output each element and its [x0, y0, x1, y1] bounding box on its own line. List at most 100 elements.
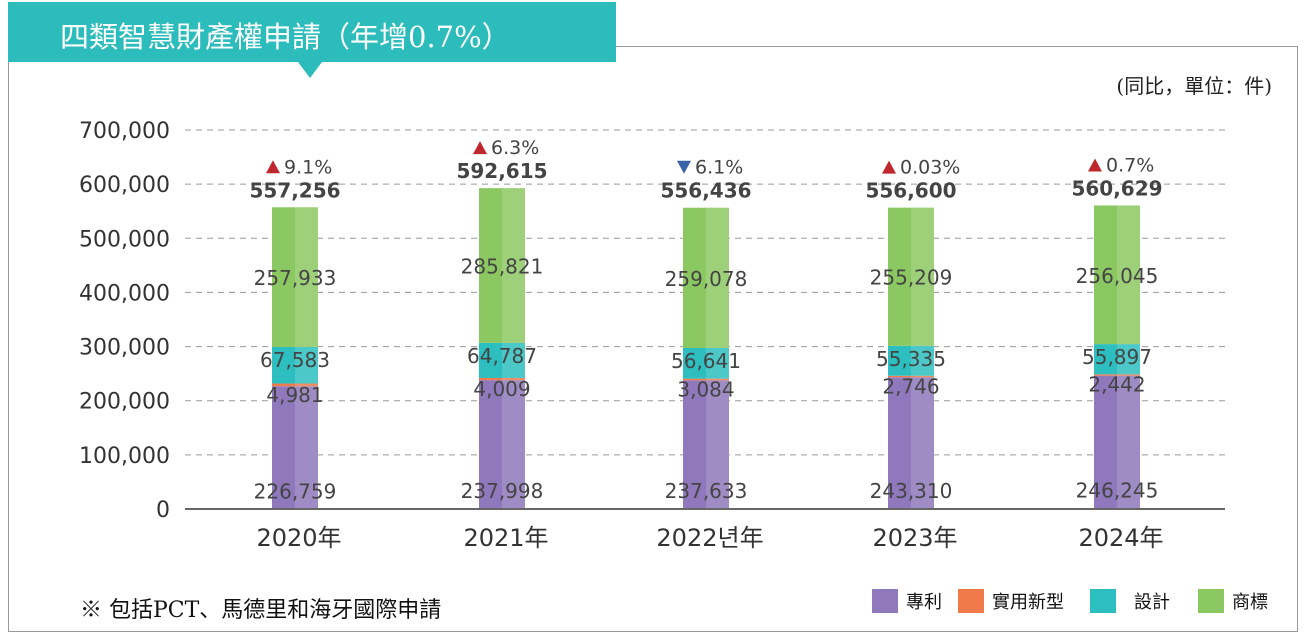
data-label-trademark: 285,821 — [461, 255, 544, 279]
bar-segment — [479, 377, 525, 381]
total-label: 557,256 — [249, 178, 340, 202]
data-label-utility: 4,981 — [266, 383, 323, 407]
legend-label-utility: 實用新型 — [992, 592, 1064, 613]
bar-segment — [272, 383, 318, 387]
data-label-design: 56,641 — [671, 349, 741, 373]
bar-segment — [1094, 205, 1140, 345]
growth-label: 0.03% — [900, 157, 960, 179]
growth-label: 6.3% — [491, 137, 539, 159]
x-tick-label: 2023年 — [872, 524, 957, 552]
bar-segment — [479, 188, 525, 343]
data-label-patent: 226,759 — [254, 480, 337, 504]
data-label-trademark: 256,045 — [1076, 264, 1159, 288]
bar-segment — [1094, 344, 1140, 375]
legend-item-design: 設計 — [1090, 588, 1170, 614]
bar-segment — [272, 346, 318, 384]
bar-segment-highlight — [295, 383, 318, 387]
bar-segment — [888, 377, 934, 509]
bar-segment-highlight — [706, 378, 729, 381]
data-label-utility: 4,009 — [473, 377, 530, 401]
legend-swatch-utility — [958, 589, 984, 613]
total-label: 556,436 — [660, 179, 751, 203]
x-tick-label: 2024年 — [1078, 524, 1163, 552]
growth-up-icon — [1088, 158, 1102, 172]
x-tick-label: 2022년年 — [656, 524, 763, 552]
bar-segment-highlight — [502, 342, 525, 378]
bar-segment — [683, 378, 729, 381]
data-label-utility: 2,746 — [882, 374, 939, 398]
legend-item-patent: 專利 — [872, 588, 942, 614]
bar-segment-highlight — [706, 348, 729, 379]
bar-segment — [272, 386, 318, 509]
bar-segment — [479, 380, 525, 509]
legend-label-patent: 專利 — [906, 592, 942, 613]
data-label-patent: 246,245 — [1076, 479, 1159, 503]
bar-segment-highlight — [1117, 374, 1140, 376]
data-label-patent: 237,633 — [665, 479, 748, 503]
x-tick-label: 2020年 — [256, 524, 341, 552]
data-label-trademark: 255,209 — [870, 266, 953, 290]
data-label-design: 67,583 — [260, 348, 330, 372]
y-tick-label: 300,000 — [79, 336, 170, 361]
bar-segment — [683, 207, 729, 349]
y-tick-label: 700,000 — [79, 119, 170, 144]
bar-segment-highlight — [911, 377, 934, 509]
chart-title: 四類智慧財產權申請（年增0.7%） — [60, 20, 511, 54]
data-label-utility: 3,084 — [677, 377, 734, 401]
bar-segment-highlight — [295, 386, 318, 509]
growth-down-icon — [677, 160, 691, 174]
legend-label-trademark: 商標 — [1232, 592, 1268, 613]
bar-segment — [479, 342, 525, 378]
x-tick-label: 2021年 — [463, 524, 548, 552]
growth-label: 0.7% — [1106, 154, 1154, 176]
bar-segment-highlight — [502, 377, 525, 381]
bar-segment — [683, 348, 729, 379]
data-label-trademark: 259,078 — [665, 267, 748, 291]
total-label: 592,615 — [456, 159, 547, 183]
bar-segment-highlight — [295, 207, 318, 347]
legend-item-trademark: 商標 — [1198, 588, 1268, 614]
y-tick-label: 100,000 — [79, 444, 170, 469]
bar-segment — [1094, 375, 1140, 509]
y-tick-label: 400,000 — [79, 281, 170, 306]
bar-segment-highlight — [911, 345, 934, 376]
bar-segment-highlight — [295, 346, 318, 384]
total-label: 556,600 — [865, 179, 956, 203]
bar-segment-highlight — [1117, 205, 1140, 345]
growth-up-icon — [473, 141, 487, 155]
bar-segment — [888, 375, 934, 378]
legend-swatch-trademark — [1198, 589, 1224, 613]
total-label: 560,629 — [1071, 176, 1162, 200]
data-label-trademark: 257,933 — [254, 266, 337, 290]
bar-segment-highlight — [1117, 344, 1140, 375]
unit-note: (同比，單位：件) — [1116, 74, 1272, 98]
legend-swatch-patent — [872, 589, 898, 613]
data-label-design: 55,897 — [1082, 345, 1152, 369]
growth-label: 6.1% — [695, 157, 743, 179]
legend-item-utility: 實用新型 — [958, 588, 1064, 614]
bar-segment-highlight — [502, 380, 525, 509]
data-label-design: 64,787 — [467, 344, 537, 368]
legend-label-design: 設計 — [1134, 592, 1170, 613]
growth-up-icon — [882, 160, 896, 174]
y-tick-label: 0 — [156, 498, 170, 523]
bar-segment-highlight — [706, 380, 729, 509]
data-label-design: 55,335 — [876, 347, 946, 371]
bar-segment-highlight — [1117, 375, 1140, 509]
bar-segment — [888, 345, 934, 376]
data-label-patent: 243,310 — [870, 479, 953, 503]
y-tick-label: 200,000 — [79, 390, 170, 415]
bar-segment-highlight — [706, 207, 729, 349]
bar-segment — [683, 380, 729, 509]
title-banner: 四類智慧財產權申請（年增0.7%） — [8, 2, 616, 62]
y-tick-label: 500,000 — [79, 227, 170, 252]
growth-label: 9.1% — [284, 156, 332, 178]
title-pointer — [298, 62, 322, 78]
bar-segment-highlight — [911, 207, 934, 346]
legend-swatch-design — [1090, 589, 1116, 613]
bar-segment-highlight — [502, 188, 525, 343]
footnote: ※ 包括PCT、馬德里和海牙國際申請 — [80, 598, 442, 623]
chart-frame — [8, 46, 1298, 632]
bar-segment — [1094, 374, 1140, 376]
